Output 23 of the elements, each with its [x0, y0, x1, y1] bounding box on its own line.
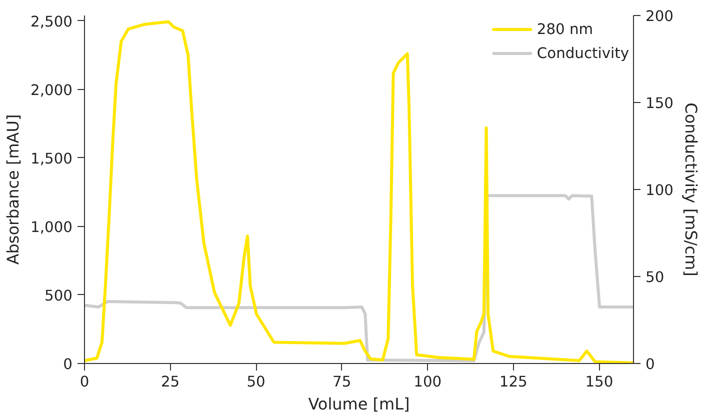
x-axis-title: Volume [mL]	[308, 394, 410, 414]
y2-tick-label: 150	[646, 95, 674, 112]
x-tick-label: 25	[160, 374, 180, 390]
y2-tick-label: 100	[646, 182, 674, 199]
y-axis-title: Absorbance [mAU]	[4, 114, 23, 265]
y2-tick-label: 0	[646, 356, 655, 373]
x-tick-label: 100	[414, 374, 442, 390]
x-tick-label: 150	[585, 374, 614, 390]
y-tick-label: 1,500	[30, 150, 73, 168]
y-tick-label: 2,500	[30, 13, 73, 30]
y-tick-label: 1,000	[30, 218, 73, 236]
y-tick-label: 0	[63, 356, 73, 373]
y2-tick-label: 50	[646, 269, 664, 286]
y-tick-label: 2,000	[30, 82, 73, 99]
x-tick-label: 125	[499, 374, 528, 390]
x-tick-label: 75	[332, 374, 352, 390]
x-tick-label: 0	[80, 374, 90, 390]
y2-axis-title: Conductivity [mS/cm]	[681, 102, 700, 276]
y2-tick-label: 200	[646, 8, 674, 25]
legend-label: Conductivity	[536, 44, 629, 62]
y-tick-label: 500	[44, 287, 73, 304]
x-tick-label: 50	[246, 374, 266, 390]
legend-label: 280 nm	[536, 20, 594, 38]
